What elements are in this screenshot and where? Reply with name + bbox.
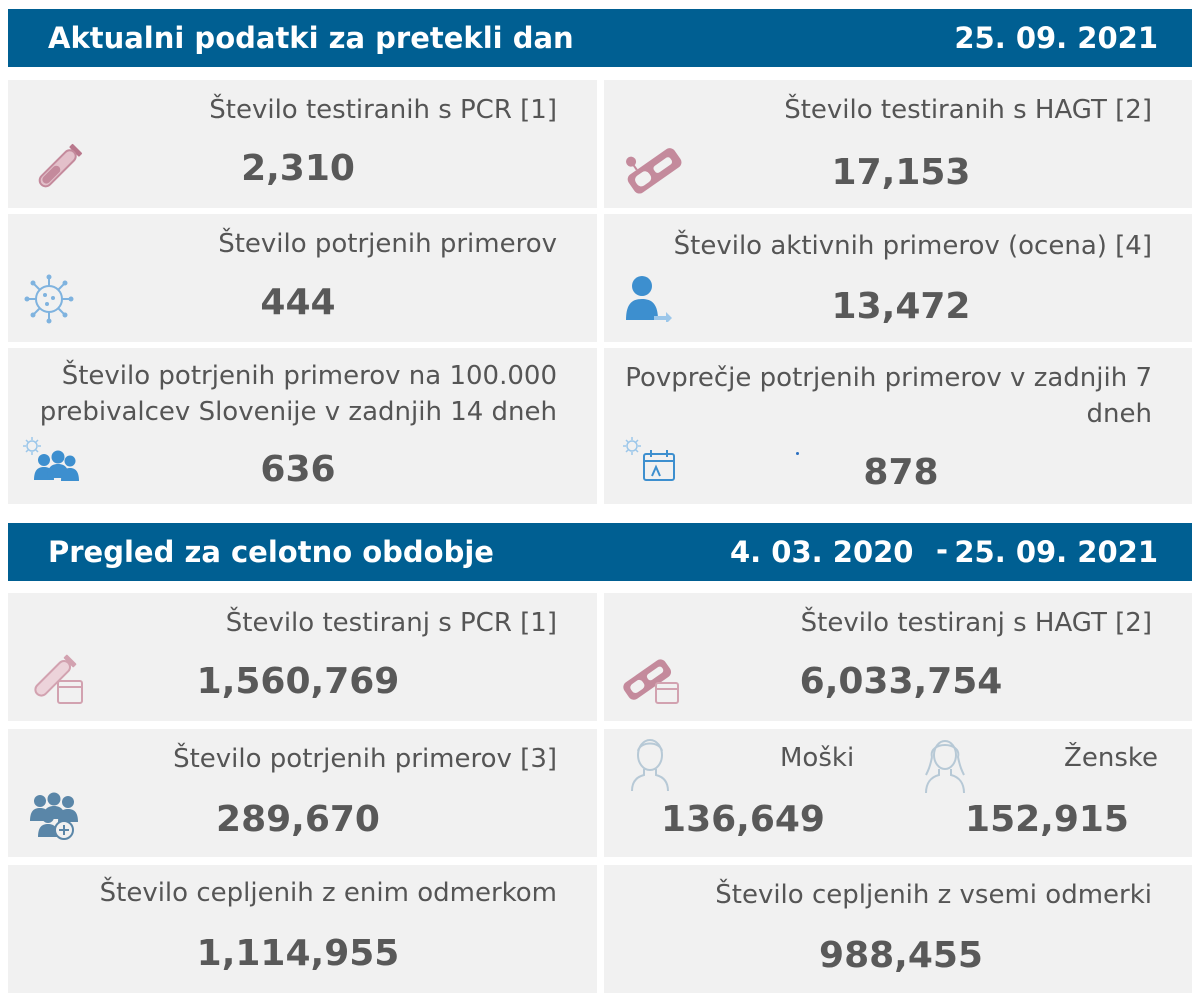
card-overall-vacc-all: Število cepljenih z vsemi odmerki 988,45… xyxy=(604,865,1192,993)
overall-date-dash: - xyxy=(936,533,949,567)
male-avatar-icon xyxy=(631,739,669,792)
card-daily-pcr: Število testiranih s PCR [1] 2,310 xyxy=(8,80,597,208)
card-label: Število cepljenih z vsemi odmerki xyxy=(715,880,1152,910)
card-overall-gender: Moški 136,649 Ženske 152,915 xyxy=(604,729,1192,857)
test-tube-calendar-icon xyxy=(34,654,83,704)
card-value: 1,114,955 xyxy=(196,933,400,974)
card-value: 17,153 xyxy=(831,152,971,193)
card-daily-hagt: Število testiranih s HAGT [2] 17,153 xyxy=(604,80,1192,208)
female-avatar-icon xyxy=(925,740,965,794)
card-daily-active: Število aktivnih primerov (ocena) [4] 13… xyxy=(604,214,1192,342)
card-label: Število cepljenih z enim odmerkom xyxy=(99,878,557,908)
overall-date-to: 25. 09. 2021 xyxy=(954,535,1158,569)
card-value: 878 xyxy=(863,452,939,493)
male-value: 136,649 xyxy=(661,799,825,840)
card-label-line2: prebivalcev Slovenije v zadnjih 14 dneh xyxy=(39,397,557,427)
card-daily-avg7: Povprečje potrjenih primerov v zadnjih 7… xyxy=(604,348,1192,504)
card-label-line2: dneh xyxy=(1086,399,1152,429)
rapid-test-calendar-icon xyxy=(623,659,679,704)
test-tube-icon xyxy=(38,143,83,188)
card-label: Število testiranj s HAGT [2] xyxy=(800,608,1152,638)
card-value: 6,033,754 xyxy=(799,661,1003,702)
card-overall-pcr: Število testiranj s PCR [1] 1,560,769 xyxy=(8,593,597,721)
daily-header: Aktualni podatki za pretekli dan 25. 09.… xyxy=(8,9,1192,67)
card-label: Število testiranih s PCR [1] xyxy=(209,95,557,125)
female-label: Ženske xyxy=(1064,743,1158,773)
card-label: Število testiranih s HAGT [2] xyxy=(784,95,1152,125)
card-daily-confirmed: Število potrjenih primerov 444 xyxy=(8,214,597,342)
card-value: 2,310 xyxy=(241,148,355,189)
card-daily-per100k: Število potrjenih primerov na 100.000 pr… xyxy=(8,348,597,504)
overall-header: Pregled za celotno obdobje 4. 03. 2020 -… xyxy=(8,523,1192,581)
female-value: 152,915 xyxy=(965,799,1129,840)
card-overall-vacc-one: Število cepljenih z enim odmerkom 1,114,… xyxy=(8,865,597,993)
daily-title: Aktualni podatki za pretekli dan xyxy=(48,21,574,55)
card-overall-hagt: Število testiranj s HAGT [2] 6,033,754 xyxy=(604,593,1192,721)
virus-icon xyxy=(24,274,74,324)
card-value: 289,670 xyxy=(216,799,380,840)
card-value: 13,472 xyxy=(831,286,971,327)
card-label-line1: Povprečje potrjenih primerov v zadnjih 7 xyxy=(625,363,1152,393)
card-value: 444 xyxy=(260,282,336,323)
person-icon xyxy=(626,276,672,322)
calendar-virus-icon xyxy=(623,437,675,481)
card-overall-confirmed: Število potrjenih primerov [3] 289,670 xyxy=(8,729,597,857)
rapid-test-icon xyxy=(626,148,682,194)
overall-title: Pregled za celotno obdobje xyxy=(48,535,494,569)
card-label-line1: Število potrjenih primerov na 100.000 xyxy=(61,361,557,391)
card-label: Število potrjenih primerov xyxy=(218,229,557,259)
card-label: Število aktivnih primerov (ocena) [4] xyxy=(673,231,1152,261)
card-value: 1,560,769 xyxy=(196,661,400,702)
overall-date-from: 4. 03. 2020 xyxy=(730,535,914,569)
daily-date: 25. 09. 2021 xyxy=(954,21,1158,55)
people-virus-icon xyxy=(23,437,79,481)
people-plus-icon xyxy=(30,792,78,840)
card-label: Število potrjenih primerov [3] xyxy=(173,744,557,774)
dot-mark xyxy=(796,452,799,455)
card-label: Število testiranj s PCR [1] xyxy=(225,608,557,638)
card-value: 988,455 xyxy=(819,935,983,976)
card-value: 636 xyxy=(260,449,336,490)
male-label: Moški xyxy=(780,743,855,773)
